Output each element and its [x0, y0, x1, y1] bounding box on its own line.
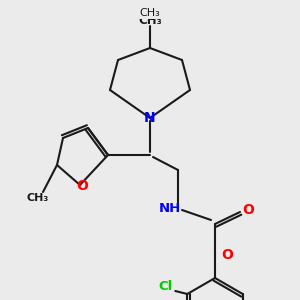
Text: NH: NH	[159, 202, 181, 214]
Text: N: N	[144, 111, 156, 125]
Text: O: O	[221, 248, 233, 262]
Text: O: O	[242, 203, 254, 217]
Text: Cl: Cl	[158, 280, 172, 292]
Text: O: O	[76, 179, 88, 193]
Text: CH₃: CH₃	[140, 8, 160, 18]
Text: CH₃: CH₃	[138, 14, 162, 26]
Text: CH₃: CH₃	[27, 193, 49, 203]
